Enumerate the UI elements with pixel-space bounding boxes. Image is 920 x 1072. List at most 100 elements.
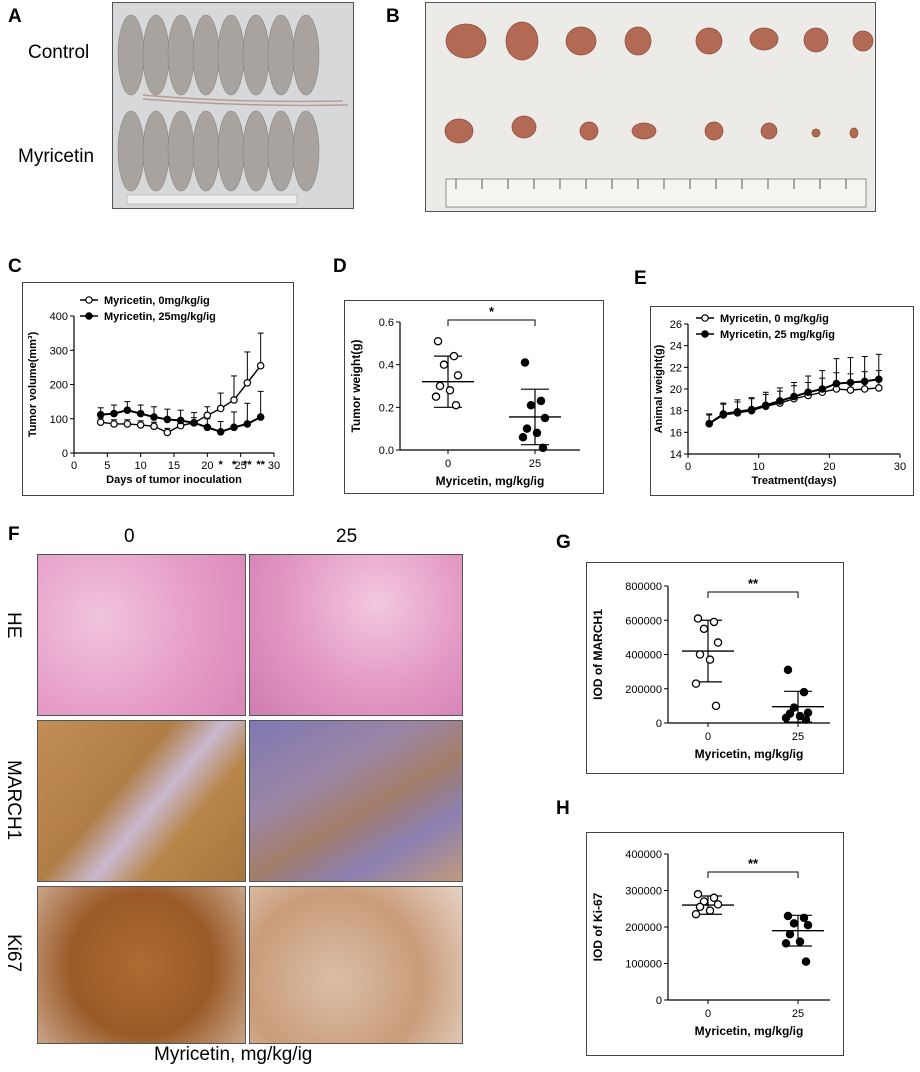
data-point [243,420,252,428]
x-tick-label: 20 [823,461,835,473]
panel-d-chart: 0.0 0.2 0.4 0.6 0 25 Myricetin, mg/kg/ig Tumor … [349,304,580,488]
panel-letter-h: H [556,798,570,819]
data-point [110,409,118,418]
data-point [781,713,791,723]
data-point [522,424,532,433]
x-tick-label: 30 [268,460,280,472]
x-tick-label: 0 [71,460,77,472]
data-point [783,665,793,675]
x-tick-label: 25 [529,458,541,470]
y-tick-label: 0.2 [379,402,394,414]
data-point [783,911,793,921]
data-point [435,381,445,391]
panel-f-row-ki67: Ki67 [3,934,24,973]
data-point [230,423,238,432]
x-tick-label: 0 [445,458,451,470]
data-point [691,679,701,688]
data-point [695,650,705,659]
legend-label: Myricetin, 25 mg/kg/ig [720,329,835,341]
data-point [163,428,172,437]
y-tick-label: 200000 [625,684,662,696]
legend-label: Myricetin, 25mg/kg/ig [104,311,216,323]
panel-a-label-control: Control [28,42,90,63]
y-tick-label: 0.4 [379,360,394,372]
data-point [705,655,715,664]
y-tick-label: 0.6 [379,317,394,329]
panel-d-frame [344,300,604,494]
data-point [781,939,791,948]
data-point [433,336,443,346]
x-tick-label: 25 [235,460,247,472]
data-point [216,427,225,436]
y-tick-label: 600000 [625,615,662,627]
march1-0-image [37,720,246,882]
y-tick-label: 400000 [625,650,662,662]
y-tick-label: 18 [670,406,682,418]
y-tick-label: 200 [50,380,68,392]
data-point [761,401,770,410]
data-point [860,385,869,393]
data-point [789,919,799,928]
significance-mark: ** [748,576,759,591]
data-point [110,420,118,428]
data-point [536,396,546,406]
data-point [256,413,265,421]
mice-illustration [113,3,353,208]
legend-marker [85,312,93,320]
legend-label: Myricetin, 0 mg/kg/ig [720,313,829,325]
x-axis-title: Treatment(days) [752,475,837,487]
data-point [789,703,799,712]
y-tick-label: 14 [670,449,682,461]
data-point [136,421,145,429]
x-tick-label: 0 [705,1008,711,1020]
significance-mark: * [232,459,237,471]
data-point [713,900,723,909]
data-point [709,617,719,627]
panel-letter-e: E [634,268,647,289]
panel-g-chart: 0 200000 400000 600000 800000 0 25 Myricetin, m… [591,576,830,761]
data-point [799,913,809,923]
data-point [532,428,542,438]
data-point [203,423,212,432]
he-0-image [37,554,246,716]
data-point [150,413,158,421]
legend-label: Myricetin, 0mg/kg/ig [104,295,210,307]
x-tick-label: 10 [753,461,765,473]
legend-marker [701,330,709,338]
data-point [747,405,756,414]
significance-bracket [707,591,799,598]
y-axis-title: Tumor volume(mm³) [27,331,39,437]
data-point [96,418,105,426]
data-point [216,404,225,413]
y-tick-label: 300 [50,345,68,357]
data-point [699,897,709,906]
mice-photo [112,2,354,209]
significance-mark: ** [748,856,759,871]
x-tick-label: 30 [894,461,906,473]
tumors-illustration [426,3,875,211]
data-point [790,392,798,401]
data-point [540,413,550,423]
data-point [699,624,709,634]
panel-letter-b: B [386,6,400,27]
y-axis-title: IOD of Ki-67 [591,892,605,961]
data-point [711,701,721,711]
data-point [804,388,812,397]
data-point [691,909,701,919]
data-point [803,920,813,930]
data-point [875,384,883,392]
y-tick-label: 400000 [625,849,662,861]
panel-f-col-0: 0 [124,526,135,547]
x-tick-label: 10 [135,460,147,472]
panel-h-chart: 0 100000 200000 300000 400000 0 25 Myricetin, m… [591,849,830,1038]
y-tick-label: 26 [670,319,682,331]
data-point [733,407,742,416]
x-axis-title: Myricetin, mg/kg/ig [695,1024,804,1038]
y-tick-label: 20 [670,384,682,396]
legend-marker [701,314,709,322]
data-point [875,375,883,384]
x-tick-label: 25 [792,1008,804,1020]
panel-letter-f: F [8,524,20,545]
panel-f-row-he: HE [3,612,24,639]
data-point [803,708,813,717]
